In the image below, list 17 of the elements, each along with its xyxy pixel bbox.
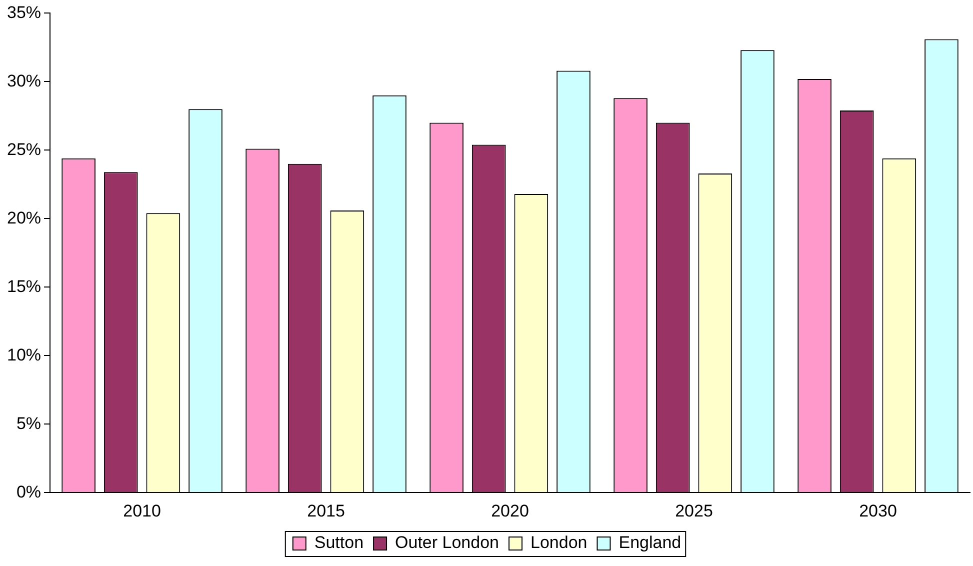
- x-tick-label: 2025: [675, 501, 713, 520]
- y-tick-label: 0%: [16, 482, 42, 502]
- y-tick-label: 20%: [6, 208, 42, 228]
- y-tick-label: 10%: [6, 345, 42, 364]
- y-tick-label: 5%: [16, 414, 42, 433]
- x-tick-label: 2020: [491, 501, 529, 520]
- legend-label: England: [618, 533, 682, 552]
- x-tick-label: 2030: [859, 501, 897, 520]
- legend-label: Sutton: [314, 533, 364, 552]
- y-tick-label: 35%: [6, 2, 42, 22]
- y-tick-label: 15%: [6, 276, 42, 296]
- y-tick-label: 25%: [6, 140, 42, 159]
- x-tick-label: 2015: [307, 501, 345, 520]
- legend-label: London: [530, 533, 588, 552]
- x-tick-label: 2010: [123, 501, 161, 520]
- legend-label: Outer London: [395, 533, 499, 552]
- y-tick-label: 30%: [6, 71, 42, 90]
